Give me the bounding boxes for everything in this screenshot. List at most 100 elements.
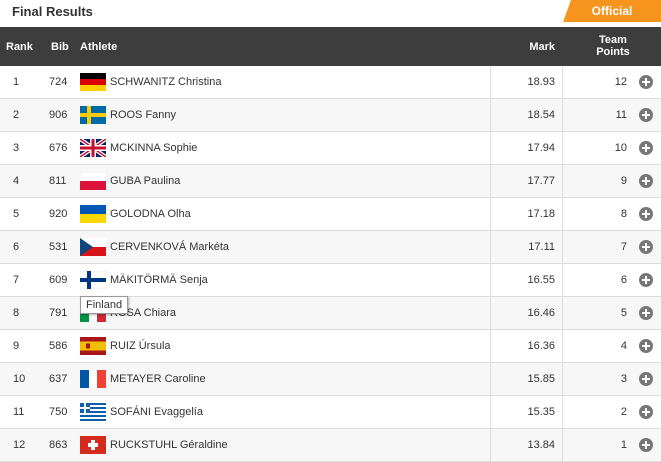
flag (80, 106, 106, 124)
team-points: 3 (620, 373, 627, 385)
flag-icon (80, 106, 106, 124)
flag (80, 370, 106, 388)
team-points: 9 (620, 175, 627, 187)
rank: 3 (13, 142, 20, 154)
flag-part (88, 443, 98, 447)
page-title: Final Results (12, 4, 93, 19)
flag-part (97, 370, 106, 388)
mark: 18.93 (527, 76, 555, 88)
bib: 750 (49, 406, 68, 418)
mark: 17.77 (527, 175, 555, 187)
flag (79, 270, 107, 290)
flag-part (80, 73, 106, 79)
athlete-name: RUCKSTUHL Géraldine (110, 439, 228, 451)
flag-icon (80, 436, 106, 454)
column-divider (490, 99, 491, 132)
table-row (0, 231, 661, 264)
table-row (0, 165, 661, 198)
flag-part (79, 171, 107, 182)
column-divider (490, 165, 491, 198)
column-header: Athlete (80, 41, 118, 53)
status-badge: Official (591, 4, 633, 18)
column-divider (490, 429, 491, 462)
flag-part (80, 146, 106, 150)
athlete-name: MCKINNA Sophie (110, 142, 198, 154)
rank: 8 (13, 307, 20, 319)
rank: 10 (13, 373, 26, 385)
team-points: 2 (620, 406, 627, 418)
flag-part (80, 79, 106, 85)
badge-shape (563, 0, 661, 22)
column-divider (490, 330, 491, 363)
table-row (0, 198, 661, 231)
column-divider (562, 231, 563, 264)
flag-part (80, 85, 106, 91)
flag-part (80, 181, 106, 190)
rank: 1 (13, 76, 20, 88)
mark: 15.35 (527, 406, 555, 418)
rank: 5 (13, 208, 20, 220)
flag-icon (80, 370, 106, 388)
plus-v (645, 441, 647, 449)
column-divider (562, 99, 563, 132)
flag-part (86, 343, 90, 349)
flag-icon (79, 171, 107, 190)
flag (80, 436, 106, 454)
table-row (0, 330, 661, 363)
column-divider (490, 396, 491, 429)
table-row (0, 99, 661, 132)
flag-part (80, 407, 90, 409)
bib: 609 (49, 274, 68, 286)
column-divider (562, 165, 563, 198)
rank: 9 (13, 340, 20, 352)
column-header: Rank (6, 41, 33, 53)
flag (80, 205, 106, 223)
column-divider (490, 198, 491, 231)
column-divider (562, 297, 563, 330)
plus-v (645, 78, 647, 86)
team-points: 7 (620, 241, 627, 253)
athlete-name: RUIZ Úrsula (110, 340, 171, 352)
athlete-name: ROOS Fanny (110, 109, 177, 121)
flag-part (89, 370, 97, 388)
tooltip: Finland (80, 296, 129, 314)
column-divider (562, 363, 563, 396)
bib: 920 (49, 208, 68, 220)
plus-v (645, 210, 647, 218)
column-divider (562, 264, 563, 297)
bib: 531 (49, 241, 68, 253)
column-divider (490, 264, 491, 297)
plus-v (645, 111, 647, 119)
status-badge-bg (563, 0, 661, 22)
plus-v (645, 144, 647, 152)
column-divider (562, 198, 563, 231)
flag-part (80, 278, 106, 282)
athlete-name: CERVENKOVÁ Markéta (110, 241, 230, 253)
flag-icon (80, 403, 106, 421)
column-divider (562, 132, 563, 165)
plus-v (645, 177, 647, 185)
flag (78, 137, 108, 159)
plus-v (645, 408, 647, 416)
flag-part (80, 238, 106, 247)
table-row (0, 66, 661, 99)
flag-part (80, 370, 89, 388)
bib: 724 (49, 76, 68, 88)
rank: 7 (13, 274, 20, 286)
mark: 17.11 (528, 241, 555, 253)
flag-part (80, 341, 106, 351)
bib: 586 (49, 340, 68, 352)
flag-icon (78, 137, 108, 159)
flag-icon (80, 238, 106, 256)
flag (80, 337, 106, 355)
team-points: 5 (620, 307, 627, 319)
mark: 13.84 (527, 439, 555, 451)
flag-icon (80, 337, 106, 355)
flag-part (80, 247, 106, 256)
team-points: 12 (614, 76, 627, 88)
column-divider (490, 132, 491, 165)
team-points: 10 (614, 142, 627, 154)
plus-v (645, 243, 647, 251)
column-divider (490, 297, 491, 330)
